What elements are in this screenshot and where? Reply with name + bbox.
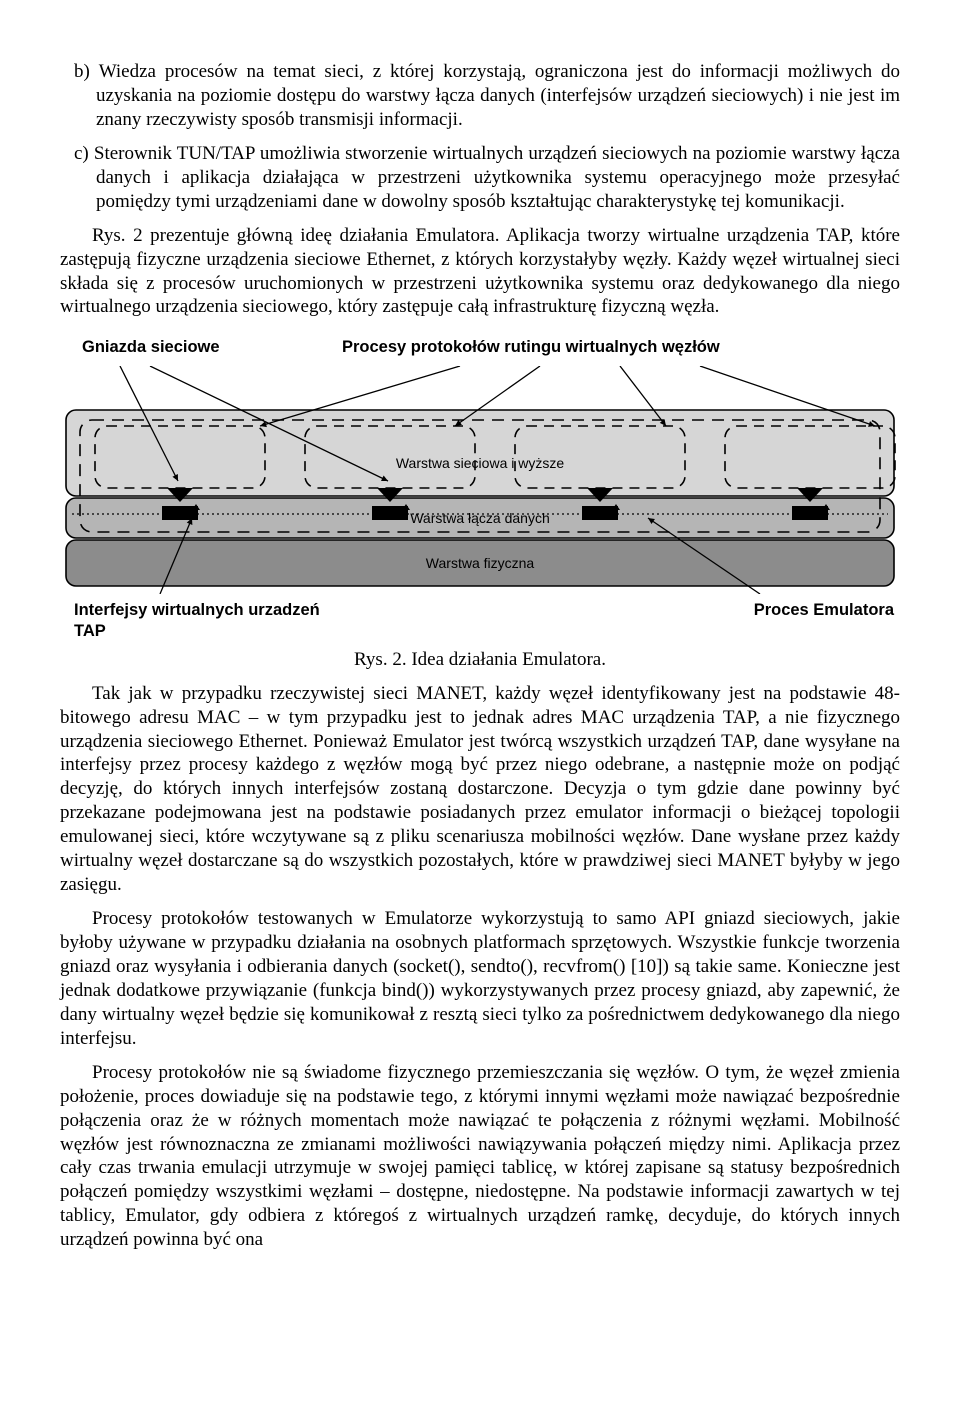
svg-text:Warstwa fizyczna: Warstwa fizyczna xyxy=(426,555,535,571)
figure-2: Gniazda sieciowe Procesy protokołów ruti… xyxy=(60,337,900,641)
list-item-c: c) Sterownik TUN/TAP umożliwia stworzeni… xyxy=(60,142,900,214)
figure-svg: Warstwa sieciowa i wyższe Warstwa łącza d… xyxy=(60,366,900,594)
paragraph-4: Procesy protokołów nie są świadome fizyc… xyxy=(60,1061,900,1253)
fig-label-top-right: Procesy protokołów rutingu wirtualnych w… xyxy=(342,337,900,358)
fig-label-bottom-left: Interfejsy wirtualnych urzadzeń TAP xyxy=(74,600,354,642)
svg-text:Warstwa łącza danych: Warstwa łącza danych xyxy=(410,510,550,526)
list-text: Sterownik TUN/TAP umożliwia stworzenie w… xyxy=(94,143,900,212)
figure-caption: Rys. 2. Idea działania Emulatora. xyxy=(60,648,900,672)
list-text: Wiedza procesów na temat sieci, z której… xyxy=(96,61,900,130)
fig-label-top-left: Gniazda sieciowe xyxy=(82,337,342,358)
fig-label-bottom-right: Proces Emulatora xyxy=(354,600,900,642)
paragraph-2: Tak jak w przypadku rzeczywistej sieci M… xyxy=(60,682,900,897)
list-item-b: b) Wiedza procesów na temat sieci, z któ… xyxy=(60,60,900,132)
list-marker: b) xyxy=(74,61,90,82)
paragraph-1: Rys. 2 prezentuje główną ideę działania … xyxy=(60,224,900,320)
svg-text:Warstwa sieciowa i wyższe: Warstwa sieciowa i wyższe xyxy=(396,455,565,471)
list-marker: c) xyxy=(74,143,89,164)
paragraph-3: Procesy protokołów testowanych w Emulato… xyxy=(60,907,900,1051)
